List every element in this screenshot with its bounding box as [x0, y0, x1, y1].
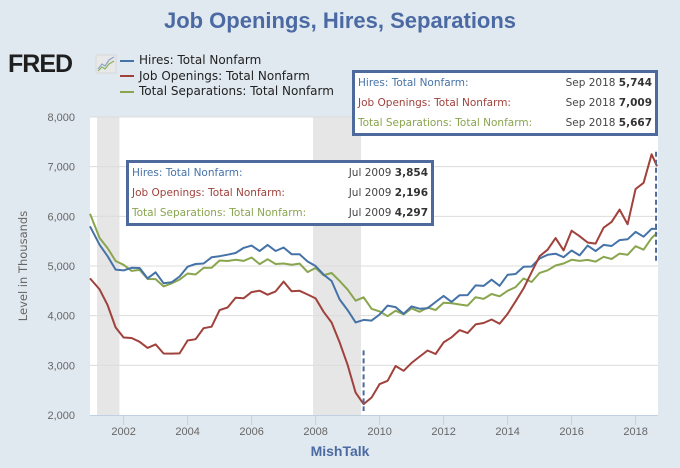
- tooltip-label: Total Separations: Total Nonfarm:: [132, 207, 307, 219]
- tooltip-value: 7,009: [618, 97, 652, 109]
- tooltip-jul-2009: Hires: Total Nonfarm: Jul 2009 3,854 Job …: [126, 160, 434, 226]
- x-tick-label: 2002: [111, 426, 135, 438]
- legend-swatch-hires: [120, 59, 134, 62]
- x-tick-label: 2018: [623, 426, 647, 438]
- x-tick-label: 2006: [239, 426, 263, 438]
- tooltip-row-hires: Hires: Total Nonfarm: Jul 2009 3,854: [129, 163, 431, 183]
- x-tick-label: 2014: [495, 426, 519, 438]
- chart-title: Job Openings, Hires, Separations: [163, 8, 517, 33]
- tooltip-date: Jul 2009: [348, 187, 392, 199]
- x-tick-label: 2012: [431, 426, 455, 438]
- fred-logo: FRED: [8, 50, 117, 76]
- tooltip-date: Jul 2009: [348, 207, 392, 219]
- series-line-job-openings: [89, 153, 658, 406]
- tooltip-value: 3,854: [394, 167, 428, 179]
- tooltip-value: 5,667: [618, 117, 652, 129]
- x-axis-ticks: 2002 2004 2006 2008 2010 2012 2014 2016 2018: [111, 415, 648, 438]
- tooltip-value: 4,297: [394, 207, 428, 219]
- y-axis-ticks: 2,000 3,000 4,000 5,000 6,000 7,000 8,000: [47, 112, 75, 422]
- y-axis-label: Level in Thousands: [16, 211, 30, 321]
- crosshair-markers: [362, 151, 658, 411]
- y-tick-label: 7,000: [47, 162, 75, 174]
- tooltip-date: Sep 2018: [565, 97, 616, 109]
- tooltip-label: Hires: Total Nonfarm:: [132, 167, 243, 179]
- tooltip-label: Total Separations: Total Nonfarm:: [358, 117, 533, 129]
- x-tick-label: 2010: [367, 426, 391, 438]
- tooltip-row-separations: Total Separations: Total Nonfarm: Sep 201…: [355, 113, 655, 133]
- tooltip-row-separations: Total Separations: Total Nonfarm: Jul 200…: [129, 203, 431, 223]
- tooltip-value: 5,744: [618, 77, 652, 89]
- series-line-hires: [89, 225, 658, 324]
- tooltip-date: Sep 2018: [565, 117, 616, 129]
- legend-item-job-openings[interactable]: Job Openings: Total Nonfarm: [120, 69, 334, 85]
- y-tick-label: 4,000: [47, 311, 75, 323]
- tooltip-date: Sep 2018: [565, 77, 616, 89]
- tooltip-row-job-openings: Job Openings: Total Nonfarm: Sep 2018 7,0…: [355, 93, 655, 113]
- data-series: [89, 153, 658, 406]
- y-tick-label: 3,000: [47, 360, 75, 372]
- legend-item-separations[interactable]: Total Separations: Total Nonfarm: [120, 84, 334, 100]
- fred-chart-icon: [95, 54, 117, 74]
- y-tick-label: 8,000: [47, 112, 75, 124]
- series-line-separations: [89, 213, 658, 318]
- tooltip-row-hires: Hires: Total Nonfarm: Sep 2018 5,744: [355, 73, 655, 93]
- tooltip-label: Job Openings: Total Nonfarm:: [358, 97, 511, 109]
- legend-swatch-job-openings: [120, 75, 134, 78]
- source-label: MishTalk: [310, 443, 370, 459]
- tooltip-label: Job Openings: Total Nonfarm:: [132, 187, 285, 199]
- x-tick-label: 2008: [303, 426, 327, 438]
- y-tick-label: 6,000: [47, 211, 75, 223]
- tooltip-value: 2,196: [394, 187, 428, 199]
- legend-label-job-openings: Job Openings: Total Nonfarm: [139, 68, 310, 83]
- y-tick-label: 2,000: [47, 410, 75, 422]
- chart-legend: Hires: Total Nonfarm Job Openings: Total…: [120, 53, 334, 100]
- tooltip-date: Jul 2009: [348, 167, 392, 179]
- tooltip-label: Hires: Total Nonfarm:: [358, 77, 469, 89]
- legend-label-hires: Hires: Total Nonfarm: [139, 53, 262, 67]
- legend-item-hires[interactable]: Hires: Total Nonfarm: [120, 53, 334, 69]
- tooltip-row-job-openings: Job Openings: Total Nonfarm: Jul 2009 2,1…: [129, 183, 431, 203]
- y-tick-label: 5,000: [47, 261, 75, 273]
- fred-logo-text: FRED: [8, 50, 72, 76]
- tooltip-sep-2018: Hires: Total Nonfarm: Sep 2018 5,744 Job …: [352, 70, 658, 136]
- x-tick-label: 2016: [559, 426, 583, 438]
- legend-swatch-separations: [120, 90, 134, 93]
- x-tick-label: 2004: [175, 426, 199, 438]
- legend-label-separations: Total Separations: Total Nonfarm: [139, 84, 334, 98]
